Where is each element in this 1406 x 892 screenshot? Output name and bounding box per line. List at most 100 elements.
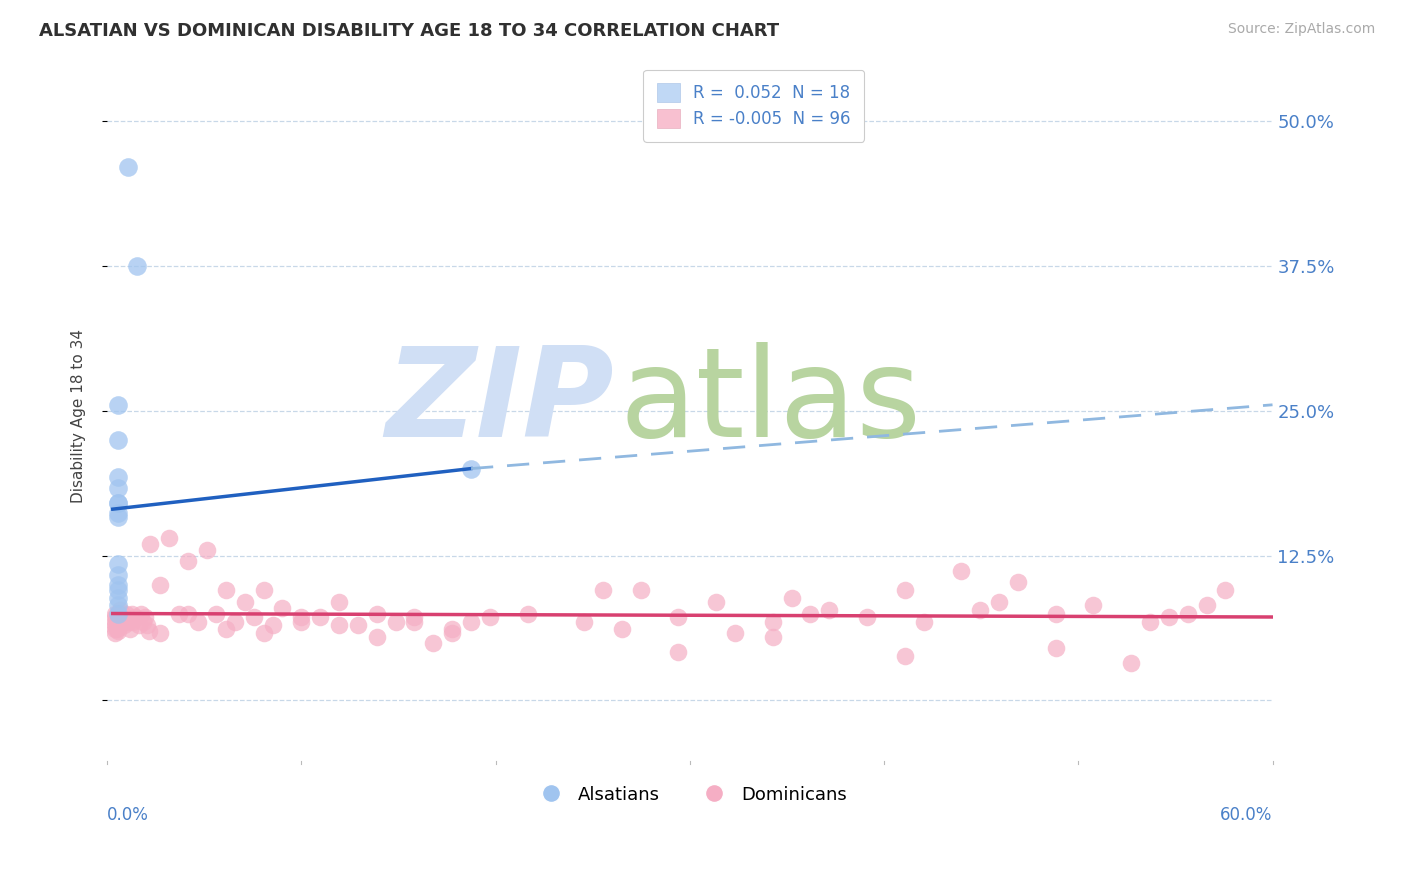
Point [107, 469, 129, 483]
Point [107, 607, 129, 621]
Point [366, 607, 388, 621]
Point [668, 610, 690, 624]
Point [224, 615, 246, 629]
Point [107, 433, 129, 447]
Point [290, 610, 312, 624]
Point [107, 591, 129, 606]
Point [1119, 657, 1142, 671]
Point [107, 583, 129, 598]
Point [127, 259, 149, 273]
Point [384, 615, 406, 629]
Point [107, 568, 129, 582]
Point [1139, 615, 1161, 629]
Point [262, 618, 284, 632]
Text: Source: ZipAtlas.com: Source: ZipAtlas.com [1227, 22, 1375, 37]
Point [177, 554, 200, 568]
Point [107, 607, 129, 621]
Point [110, 618, 132, 632]
Point [105, 615, 128, 629]
Legend: Alsatians, Dominicans: Alsatians, Dominicans [526, 779, 853, 811]
Point [856, 610, 879, 624]
Point [107, 510, 129, 524]
Point [704, 595, 727, 609]
Point [132, 615, 155, 629]
Point [215, 583, 238, 598]
Point [243, 610, 266, 624]
Point [121, 607, 143, 621]
Point [135, 618, 157, 632]
Point [894, 583, 917, 598]
Text: 0.0%: 0.0% [107, 806, 149, 824]
Point [107, 481, 129, 495]
Point [112, 610, 135, 624]
Y-axis label: Disability Age 18 to 34: Disability Age 18 to 34 [72, 329, 86, 503]
Point [107, 557, 129, 571]
Point [780, 591, 803, 606]
Point [124, 610, 146, 624]
Point [252, 626, 274, 640]
Point [121, 615, 143, 629]
Point [328, 595, 350, 609]
Point [271, 600, 294, 615]
Point [478, 610, 501, 624]
Point [107, 506, 129, 520]
Point [134, 610, 156, 624]
Point [138, 624, 160, 638]
Point [149, 577, 172, 591]
Point [111, 615, 134, 629]
Point [104, 622, 127, 636]
Point [110, 603, 132, 617]
Point [912, 615, 935, 629]
Point [460, 615, 482, 629]
Point [252, 583, 274, 598]
Point [107, 624, 129, 638]
Point [328, 618, 350, 632]
Point [104, 607, 127, 621]
Point [195, 542, 218, 557]
Point [128, 618, 150, 632]
Point [724, 626, 747, 640]
Point [118, 622, 141, 636]
Point [117, 615, 139, 629]
Point [104, 626, 127, 640]
Point [1177, 607, 1199, 621]
Point [441, 626, 464, 640]
Point [177, 607, 200, 621]
Text: ALSATIAN VS DOMINICAN DISABILITY AGE 18 TO 34 CORRELATION CHART: ALSATIAN VS DOMINICAN DISABILITY AGE 18 … [39, 22, 779, 40]
Point [104, 615, 127, 629]
Point [107, 398, 129, 412]
Point [1195, 599, 1218, 613]
Point [441, 622, 464, 636]
Point [818, 603, 841, 617]
Text: atlas: atlas [620, 342, 922, 463]
Point [107, 496, 129, 510]
Point [572, 615, 595, 629]
Point [129, 607, 152, 621]
Point [422, 635, 444, 649]
Point [107, 599, 129, 613]
Point [117, 160, 139, 174]
Text: 60.0%: 60.0% [1220, 806, 1272, 824]
Point [215, 622, 238, 636]
Point [157, 531, 180, 545]
Point [115, 607, 138, 621]
Point [233, 595, 256, 609]
Point [516, 607, 538, 621]
Point [1007, 575, 1029, 590]
Point [205, 607, 228, 621]
Point [988, 595, 1011, 609]
Point [139, 537, 162, 551]
Point [799, 607, 821, 621]
Point [104, 610, 127, 624]
Point [111, 607, 134, 621]
Text: ZIP: ZIP [385, 342, 614, 463]
Point [1083, 599, 1105, 613]
Point [104, 618, 127, 632]
Point [1215, 583, 1237, 598]
Point [404, 610, 426, 624]
Point [762, 615, 785, 629]
Point [187, 615, 209, 629]
Point [107, 496, 129, 510]
Point [366, 630, 388, 644]
Point [112, 618, 135, 632]
